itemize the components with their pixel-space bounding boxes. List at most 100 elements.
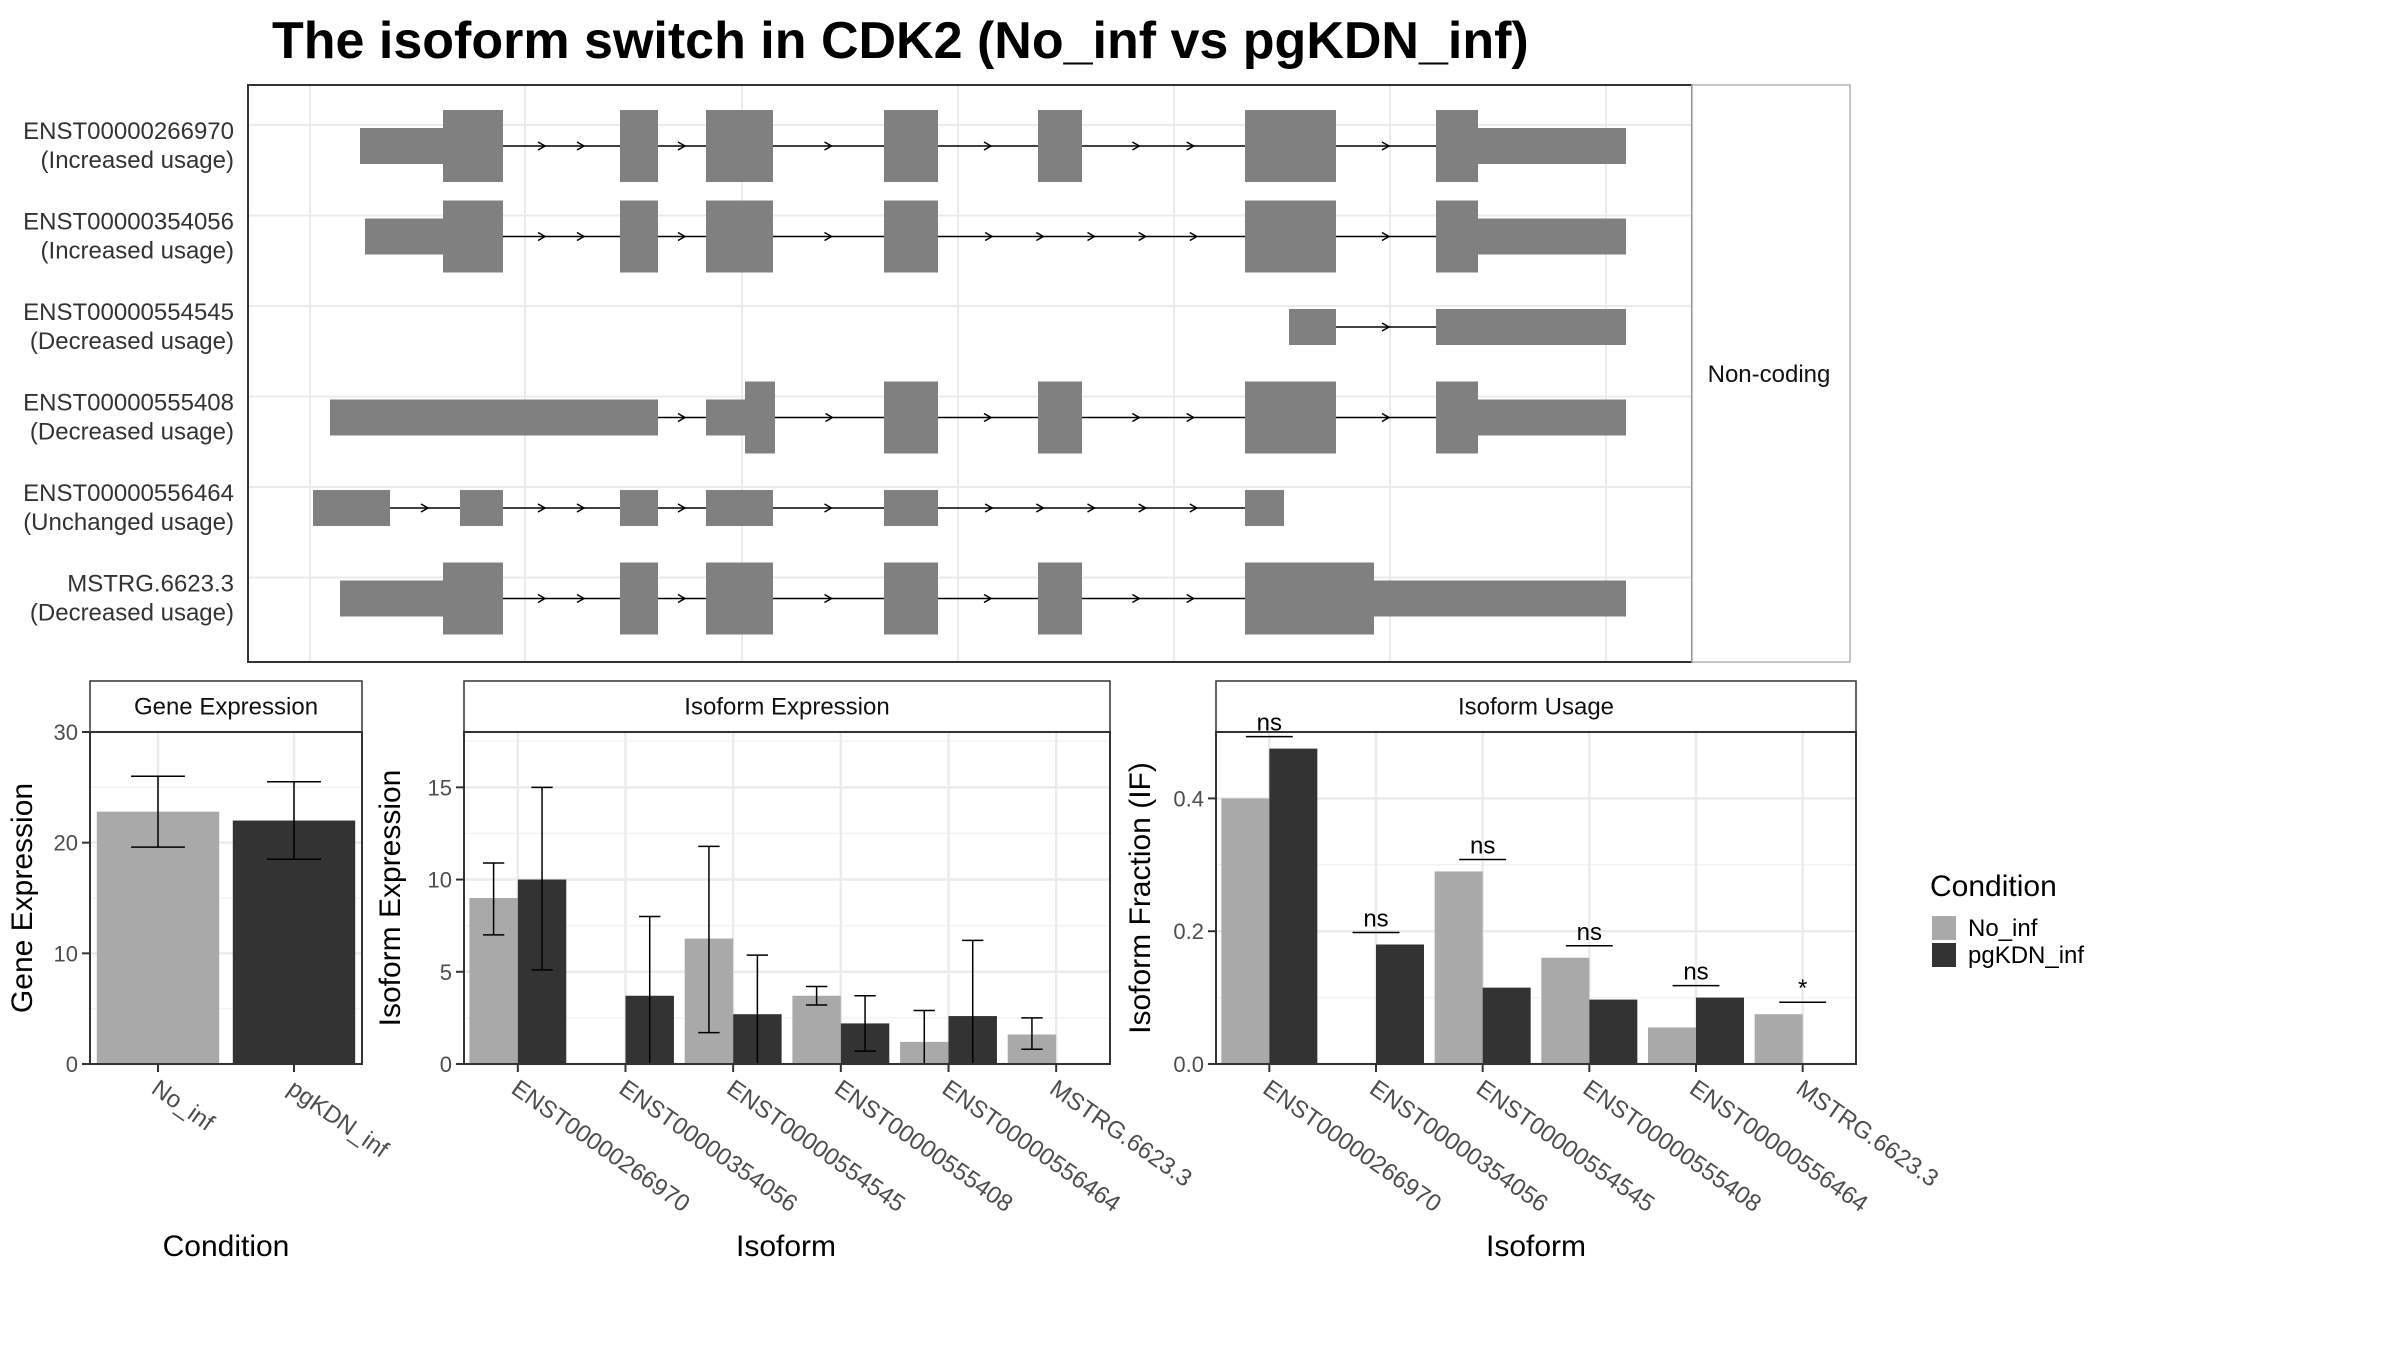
intron-arrow <box>1138 503 1148 513</box>
transcript-id: ENST00000354056 <box>23 209 234 236</box>
y-tick-label: 20 <box>54 831 78 856</box>
exon-block <box>1436 110 1478 182</box>
x-tick-label: ENST00000354056 <box>1365 1075 1553 1218</box>
intron-arrow <box>824 593 834 604</box>
intron-arrow <box>1189 503 1199 513</box>
exon-block <box>365 218 443 255</box>
x-tick-label: ENST00000556464 <box>937 1075 1125 1218</box>
bar <box>1696 997 1744 1064</box>
intron-arrow <box>1186 141 1196 151</box>
x-tick-label: ENST00000556464 <box>1685 1075 1873 1218</box>
intron-arrow <box>1186 593 1196 604</box>
exon-block <box>884 200 938 273</box>
intron-arrow <box>1381 231 1391 242</box>
intron-arrow <box>677 412 687 423</box>
bar <box>1648 1027 1696 1064</box>
intron-arrow <box>1186 412 1196 423</box>
panel-title: Isoform Expression <box>684 694 889 721</box>
exon-block <box>1436 381 1478 454</box>
intron-arrow <box>1381 322 1391 332</box>
transcript-row: ENST00000556464 (Unchanged usage) <box>23 480 1284 536</box>
exon-block <box>1436 309 1626 345</box>
x-axis-title: Condition <box>163 1230 290 1263</box>
intron-arrow <box>537 593 547 604</box>
exon-block <box>1245 490 1284 526</box>
transcript-usage: (Increased usage) <box>41 238 234 265</box>
exon-block <box>443 110 503 182</box>
significance-label: ns <box>1363 905 1388 932</box>
gene-expression-panel: Gene Expression 0 10 20 30 No_inf pgKDN_inf Gen… <box>6 680 393 1263</box>
exon-block <box>1245 381 1336 454</box>
exon-block <box>1478 399 1626 436</box>
significance-label: ns <box>1470 832 1495 859</box>
transcript-id: MSTRG.6623.3 <box>67 571 234 598</box>
intron-arrow <box>824 141 834 151</box>
intron-arrow <box>1035 503 1045 513</box>
exon-block <box>1038 562 1082 635</box>
intron-arrow <box>537 231 547 242</box>
exon-block <box>706 399 745 436</box>
exon-block <box>1289 309 1336 345</box>
transcript-id: ENST00000555408 <box>23 390 234 417</box>
panel-border <box>463 731 1111 1065</box>
exon-block <box>1374 580 1626 617</box>
exon-block <box>745 381 775 454</box>
exon-block <box>620 110 658 182</box>
intron-arrow <box>677 231 687 242</box>
legend-label: pgKDN_inf <box>1968 942 2084 969</box>
facet-label: Non-coding <box>1708 361 1831 388</box>
intron-arrow <box>1131 141 1141 151</box>
exon-block <box>1245 562 1374 635</box>
exon-block <box>1478 128 1626 164</box>
panel-title: Isoform Usage <box>1458 694 1614 721</box>
exon-block <box>620 200 658 273</box>
y-tick-label: 0 <box>440 1052 452 1077</box>
significance-label: ns <box>1683 959 1708 986</box>
y-tick-label: 10 <box>428 868 452 893</box>
exon-block <box>1436 200 1478 273</box>
y-axis-title: Isoform Expression <box>374 770 407 1027</box>
exon-block <box>1038 110 1082 182</box>
bar <box>1269 748 1318 1064</box>
x-axis-title: Isoform <box>1486 1230 1586 1263</box>
bar <box>1754 1014 1803 1064</box>
intron-arrow <box>983 593 993 604</box>
transcript-usage: (Decreased usage) <box>30 600 234 627</box>
y-tick-label: 15 <box>428 775 452 800</box>
exon-block <box>330 399 658 436</box>
exon-block <box>884 490 938 526</box>
intron-arrow <box>1138 231 1148 242</box>
exon-block <box>1245 200 1336 273</box>
x-axis-title: Isoform <box>736 1230 836 1263</box>
x-tick-label: ENST00000354056 <box>614 1075 802 1218</box>
intron-arrow <box>1381 412 1391 423</box>
intron-arrow <box>1087 503 1097 513</box>
exon-block <box>360 128 443 164</box>
intron-arrow <box>576 141 586 151</box>
intron-arrow <box>576 231 586 242</box>
transcript-usage: (Decreased usage) <box>30 328 234 355</box>
panel-strip <box>89 680 363 733</box>
intron-arrow <box>984 231 994 242</box>
legend-title: Condition <box>1930 870 2057 903</box>
bar <box>792 995 841 1064</box>
exon-block <box>706 200 773 273</box>
x-tick-label: ENST00000266970 <box>1258 1075 1446 1218</box>
intron-arrow <box>576 593 586 604</box>
panel-border <box>89 731 363 1065</box>
exon-block <box>884 562 938 635</box>
x-tick-label: ENST00000554545 <box>722 1075 910 1218</box>
x-tick-label: ENST00000554545 <box>1471 1075 1659 1218</box>
exon-block <box>706 490 773 526</box>
exon-block <box>313 490 390 526</box>
panel-title: Gene Expression <box>134 694 318 721</box>
intron-arrow <box>824 231 834 242</box>
transcript-id: ENST00000266970 <box>23 118 234 145</box>
significance-label: ns <box>1577 919 1602 946</box>
intron-arrow <box>825 412 835 423</box>
x-tick-label: No_inf <box>147 1075 220 1137</box>
exon-block <box>884 381 938 454</box>
intron-arrow <box>677 593 687 604</box>
intron-arrow <box>537 141 547 151</box>
exon-block <box>443 200 503 273</box>
